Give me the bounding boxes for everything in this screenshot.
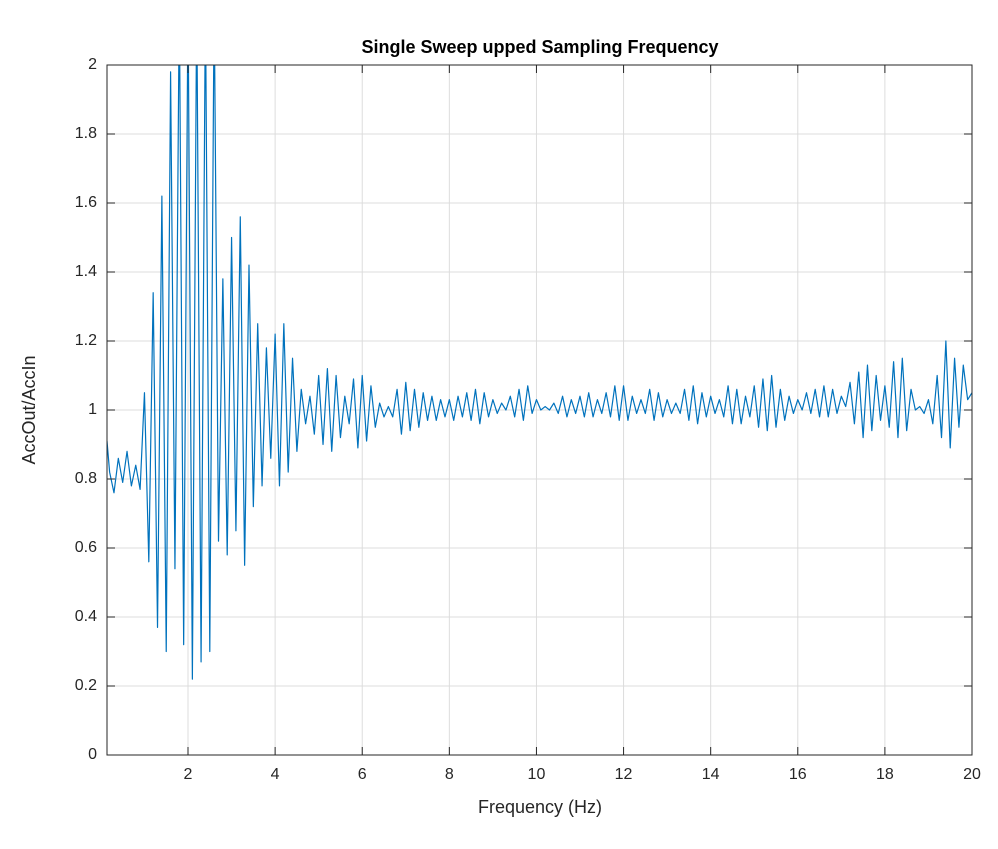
data-line <box>107 65 972 680</box>
tick-labels: 0 0.2 0.4 0.6 0.8 1 1.2 1.4 1.6 1.8 2 2 4 6 8 10 12 14 16 1… <box>75 56 981 783</box>
y-tick-label: 0 <box>88 746 97 763</box>
x-axis-label: Frequency (Hz) <box>478 797 602 817</box>
y-tick-label: 0.2 <box>75 677 97 694</box>
x-tick-label: 2 <box>184 766 193 783</box>
x-tick-label: 16 <box>789 766 807 783</box>
y-tick-label: 1 <box>88 401 97 418</box>
x-tick-label: 4 <box>271 766 280 783</box>
x-tick-label: 6 <box>358 766 367 783</box>
y-tick-label: 1.2 <box>75 332 97 349</box>
y-tick-label: 2 <box>88 56 97 73</box>
y-tick-label: 0.6 <box>75 539 97 556</box>
x-tick-label: 10 <box>528 766 546 783</box>
x-tick-label: 20 <box>963 766 981 783</box>
x-tick-label: 12 <box>615 766 633 783</box>
chart-title: Single Sweep upped Sampling Frequency <box>361 37 718 57</box>
y-tick-label: 1.4 <box>75 263 97 280</box>
y-tick-label: 0.8 <box>75 470 97 487</box>
y-tick-label: 1.6 <box>75 194 97 211</box>
y-tick-label: 1.8 <box>75 125 97 142</box>
x-tick-label: 14 <box>702 766 720 783</box>
x-tick-label: 8 <box>445 766 454 783</box>
x-tick-label: 18 <box>876 766 894 783</box>
y-axis-label: AccOut/AccIn <box>19 355 39 464</box>
plot-marks <box>107 65 972 680</box>
y-tick-label: 0.4 <box>75 608 97 625</box>
